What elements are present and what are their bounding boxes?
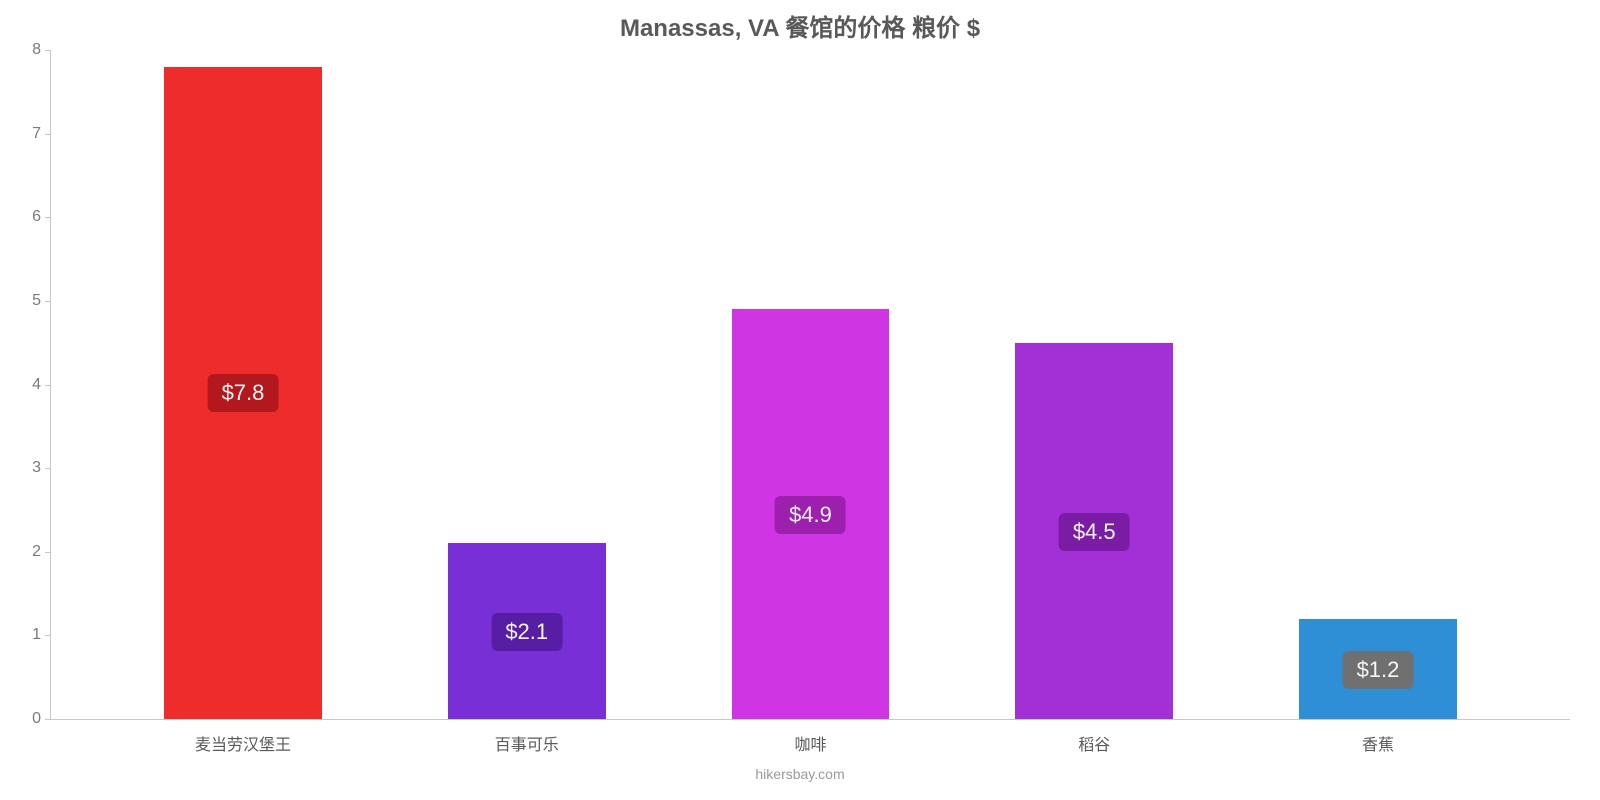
bar-slot: $4.9咖啡: [719, 50, 902, 719]
bar-slot: $4.5稻谷: [1003, 50, 1186, 719]
y-tick-label: 1: [32, 626, 51, 644]
x-category-label: 百事可乐: [495, 719, 559, 755]
bar-slot: $2.1百事可乐: [435, 50, 618, 719]
chart-title: Manassas, VA 餐馆的价格 粮价 $: [0, 8, 1600, 43]
y-tick-label: 2: [32, 543, 51, 561]
x-category-label: 咖啡: [794, 719, 826, 755]
value-badge: $4.5: [1059, 513, 1130, 551]
x-category-label: 稻谷: [1078, 719, 1110, 755]
attribution-text: hikersbay.com: [0, 766, 1600, 782]
value-badge: $4.9: [775, 496, 846, 534]
y-tick-label: 4: [32, 376, 51, 394]
value-badge: $1.2: [1343, 651, 1414, 689]
x-category-label: 香蕉: [1362, 719, 1394, 755]
bar-slot: $7.8麦当劳汉堡王: [151, 50, 334, 719]
value-badge: $2.1: [491, 613, 562, 651]
y-tick-label: 0: [32, 710, 51, 728]
value-badge: $7.8: [208, 374, 279, 412]
y-tick-label: 7: [32, 125, 51, 143]
y-tick-label: 3: [32, 459, 51, 477]
y-tick-label: 6: [32, 208, 51, 226]
x-category-label: 麦当劳汉堡王: [195, 719, 291, 755]
plot-area: 012345678$7.8麦当劳汉堡王$2.1百事可乐$4.9咖啡$4.5稻谷$…: [50, 50, 1570, 720]
price-bar-chart: Manassas, VA 餐馆的价格 粮价 $ 012345678$7.8麦当劳…: [0, 0, 1600, 800]
y-tick-label: 5: [32, 292, 51, 310]
y-tick-label: 8: [32, 41, 51, 59]
bar-slot: $1.2香蕉: [1286, 50, 1469, 719]
